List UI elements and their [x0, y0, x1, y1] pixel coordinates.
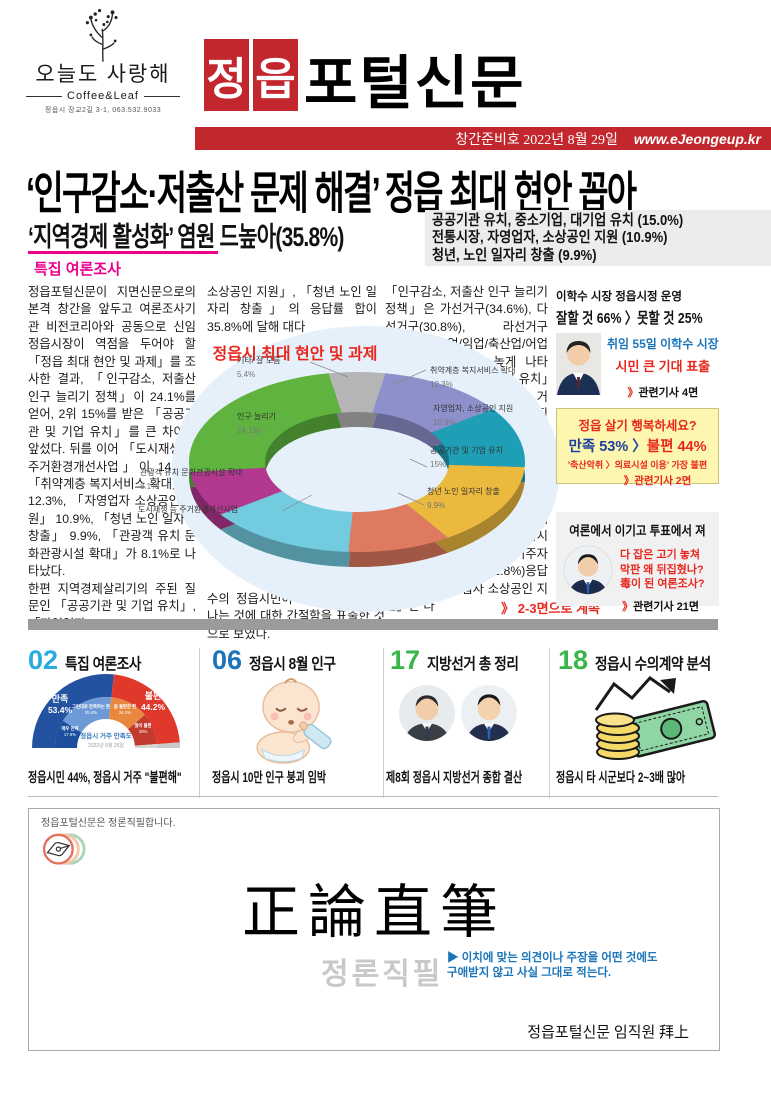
subhead-list-item: 전통시장, 자영업자, 소상공인 지원 (10.9%) [432, 230, 668, 247]
sub-headline: ‘지역경제 활성화’ 염원 드높아(35.8%) [28, 222, 344, 252]
svg-text:그런대로 만족하는 편: 그런대로 만족하는 편 [72, 703, 110, 710]
money-illustration [594, 676, 716, 760]
motto-box: 정읍포털신문은 정론직필합니다. 正論直筆 정론직필 ▶ 이치에 맞는 의견이나… [28, 808, 720, 1051]
section-divider-bar [28, 619, 718, 630]
nav-item-population[interactable]: 06 정읍시 8월 인구 [212, 645, 336, 675]
motto-hangul: 정론직필 [321, 958, 444, 991]
pen-nib-icon [42, 833, 86, 865]
baby-illustration [256, 678, 332, 764]
chart-title: 정읍시 최대 현안 및 과제 [212, 346, 378, 363]
nav-caption-contracts[interactable]: 정읍시 타 시군보다 2~3배 많아 [556, 770, 686, 785]
calligraphy-motto: 正論直筆 [241, 878, 506, 946]
sidebar-story-happiness[interactable]: 정읍 살기 행복하세요? 만족 53% 〉불편 44% '축산악취 〉의료시설 … [556, 408, 719, 487]
nav-item-poll[interactable]: 02 특집 여론조사 [28, 645, 142, 675]
divider [26, 95, 63, 97]
subhead-background [425, 210, 771, 266]
story-headline: 여론에서 이기고 투표에서 져 [569, 524, 706, 538]
motto-description: ▶ 이치에 맞는 의견이나 주장을 어떤 것에도 구애받지 않고 사실 그대로 … [447, 952, 658, 979]
divider [199, 648, 200, 798]
divider [383, 648, 384, 798]
svg-text:17.9%: 17.9% [64, 732, 76, 737]
svg-text:20%: 20% [139, 729, 148, 734]
story-headline: 잘할 것 66% 〉못할 것 25% [556, 310, 703, 327]
section-label: 특집 여론조사 [34, 261, 121, 278]
dateline: 창간준비호 2022년 8월 29일 [455, 132, 618, 148]
story-headline: 만족 53% 〉불편 44% [568, 439, 707, 455]
coffee-leaf-logo: 오늘도 사랑해 Coffee&Leaf 정읍시 장교2길 3-1, 063.53… [26, 6, 180, 126]
svg-text:불편: 불편 [145, 690, 162, 701]
sidebar-story-poll-vote[interactable]: 여론에서 이기고 투표에서 져 다 잡은 고기 놓쳐 막판 왜 뒤집혔나? 毒이… [556, 512, 719, 613]
chart-label: 기타/ 잘 모름 5.4% [237, 356, 281, 379]
logo-name: 오늘도 사랑해 [35, 62, 171, 86]
candidate-portrait-2 [461, 685, 517, 741]
svg-text:매우 만족: 매우 만족 [61, 725, 78, 732]
related-article-note[interactable]: 》관련기사 4면 [627, 387, 699, 399]
story-line-red: 시민 큰 기대 표출 [615, 359, 711, 374]
svg-text:만족: 만족 [52, 693, 69, 704]
nav-item-contracts[interactable]: 18 정읍시 수의계약 분석 [558, 645, 711, 675]
divider [28, 796, 718, 797]
website-link[interactable]: www.eJeongeup.kr [633, 130, 761, 147]
masthead-char-box-2: 읍 [253, 39, 298, 111]
logo-address: 정읍시 장교2길 3-1, 063.532.9033 [44, 107, 162, 114]
logo-brand: Coffee&Leaf [67, 90, 139, 102]
svg-text:많이 불편: 많이 불편 [134, 722, 151, 729]
masthead-title: 포털신문 [304, 49, 526, 117]
chart-label: 공공기관 및 기업 유치 15% [430, 446, 503, 469]
chart-label: 도시재생 등 주거환경개선사업 [138, 505, 239, 514]
nav-caption-poll[interactable]: 정읍시민 44%, 정읍시 거주 "불편해" [28, 770, 182, 785]
related-article-note[interactable]: 》관련기사 21면 [622, 601, 699, 613]
chart-label: 청년 노인 일자리 창출 9.9% [427, 487, 500, 510]
svg-text:2022년 8월 25일: 2022년 8월 25일 [88, 742, 124, 749]
svg-text:좀 불편한 편: 좀 불편한 편 [114, 703, 136, 710]
nav-num-3: 17 [390, 645, 421, 675]
chart-label: 관광객 유치 문화관광시설 확대 8.1% [140, 468, 243, 491]
article-column-2-top: 소상공인 지원」, 「청년 노인 일자리 창출」의 응답률 합이 35.8%에 … [207, 285, 377, 334]
date-bar: 창간준비호 2022년 8월 29일 www.eJeongeup.kr [195, 127, 771, 150]
donut-chart [188, 371, 525, 568]
candidate-photo [563, 545, 613, 595]
story-kicker: 정읍 살기 행복하세요? [578, 419, 697, 433]
chart-leader-lines [249, 361, 428, 512]
subhead-list-item: 청년, 노인 일자리 창출 (9.9%) [432, 247, 597, 264]
logo-brand-row: Coffee&Leaf [26, 90, 180, 102]
chart-label: 자영업자, 소상공인 지원 10.9% [433, 404, 514, 427]
svg-text:44.2%: 44.2% [141, 702, 166, 712]
story-subline: '축산악취 〉의료시설 이용' 가장 불편 [567, 460, 708, 470]
candidate-portrait-1 [399, 685, 455, 741]
sidebar-story-mayor[interactable]: 이학수 시장 정읍시정 운영 잘할 것 66% 〉못할 것 25% 취임 55일… [556, 288, 719, 400]
nav-num-1: 02 [28, 645, 59, 675]
nav-num-4: 18 [558, 645, 589, 675]
magenta-rule [28, 251, 218, 254]
nav-item-election[interactable]: 17 지방선거 총 정리 [390, 645, 519, 675]
tree-icon [85, 9, 118, 62]
nav-caption-population[interactable]: 정읍시 10만 인구 붕괴 임박 [212, 770, 327, 785]
related-article-note[interactable]: 》관련기사 2면 [623, 475, 692, 487]
story-kicker: 이학수 시장 정읍시정 운영 [556, 291, 682, 303]
nav-num-2: 06 [212, 645, 243, 675]
chart-label: 인구 늘리기 24.1% [237, 412, 277, 435]
masthead-char-box-1: 정 [204, 39, 249, 111]
motto-tagline: 정읍포털신문은 정론직필합니다. [41, 818, 176, 829]
story-lines: 다 잡은 고기 놓쳐 막판 왜 뒤집혔나? 毒이 된 여론조사? [620, 548, 705, 591]
subhead-list: 공공기관 유치, 중소기업, 대기업 유치 (15.0%) 전통시장, 자영업자… [432, 213, 683, 265]
chart-label: 취약계층 복지서비스 확대 12.3% [430, 366, 516, 389]
motto-signoff: 정읍포털신문 임직원 拜上 [527, 1025, 689, 1041]
svg-text:53.4%: 53.4% [48, 705, 73, 715]
svg-text:정읍시 거주 만족도: 정읍시 거주 만족도 [80, 731, 131, 740]
nav-caption-election[interactable]: 제8회 정읍시 지방선거 종합 결산 [386, 770, 523, 785]
svg-text:35.4%: 35.4% [85, 710, 97, 715]
divider [143, 95, 180, 97]
story-line-blue: 취임 55일 이학수 시장 [607, 337, 719, 351]
svg-text:24.2%: 24.2% [119, 710, 131, 715]
divider [549, 648, 550, 798]
subhead-list-item: 공공기관 유치, 중소기업, 대기업 유치 (15.0%) [432, 213, 684, 229]
mayor-photo [556, 333, 601, 395]
